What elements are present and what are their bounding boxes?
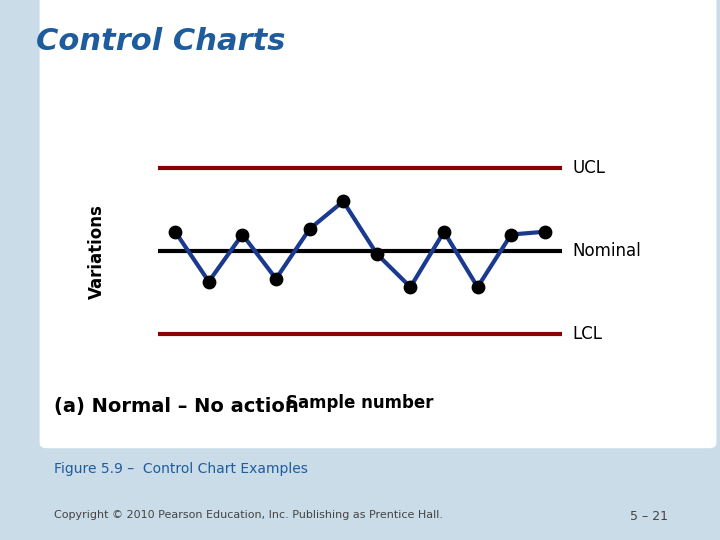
Text: Variations: Variations [89, 204, 107, 299]
Text: LCL: LCL [572, 325, 603, 343]
Text: 5 – 21: 5 – 21 [630, 510, 668, 523]
Text: (a) Normal – No action: (a) Normal – No action [54, 397, 299, 416]
Point [405, 283, 416, 292]
FancyBboxPatch shape [40, 0, 716, 448]
Point [169, 227, 181, 236]
Point [237, 230, 248, 239]
Point [472, 283, 483, 292]
Point [505, 230, 517, 239]
Point [539, 227, 551, 236]
Point [338, 197, 349, 206]
Text: Sample number: Sample number [287, 394, 433, 412]
Text: Figure 5.9 –  Control Chart Examples: Figure 5.9 – Control Chart Examples [54, 462, 308, 476]
Text: UCL: UCL [572, 159, 606, 177]
Point [270, 274, 282, 283]
Text: Copyright © 2010 Pearson Education, Inc. Publishing as Prentice Hall.: Copyright © 2010 Pearson Education, Inc.… [54, 510, 443, 521]
Point [371, 249, 382, 258]
Text: Nominal: Nominal [572, 242, 641, 260]
Point [203, 277, 215, 286]
Point [438, 227, 450, 236]
Text: Control Charts: Control Charts [36, 27, 285, 56]
Point [304, 225, 315, 233]
